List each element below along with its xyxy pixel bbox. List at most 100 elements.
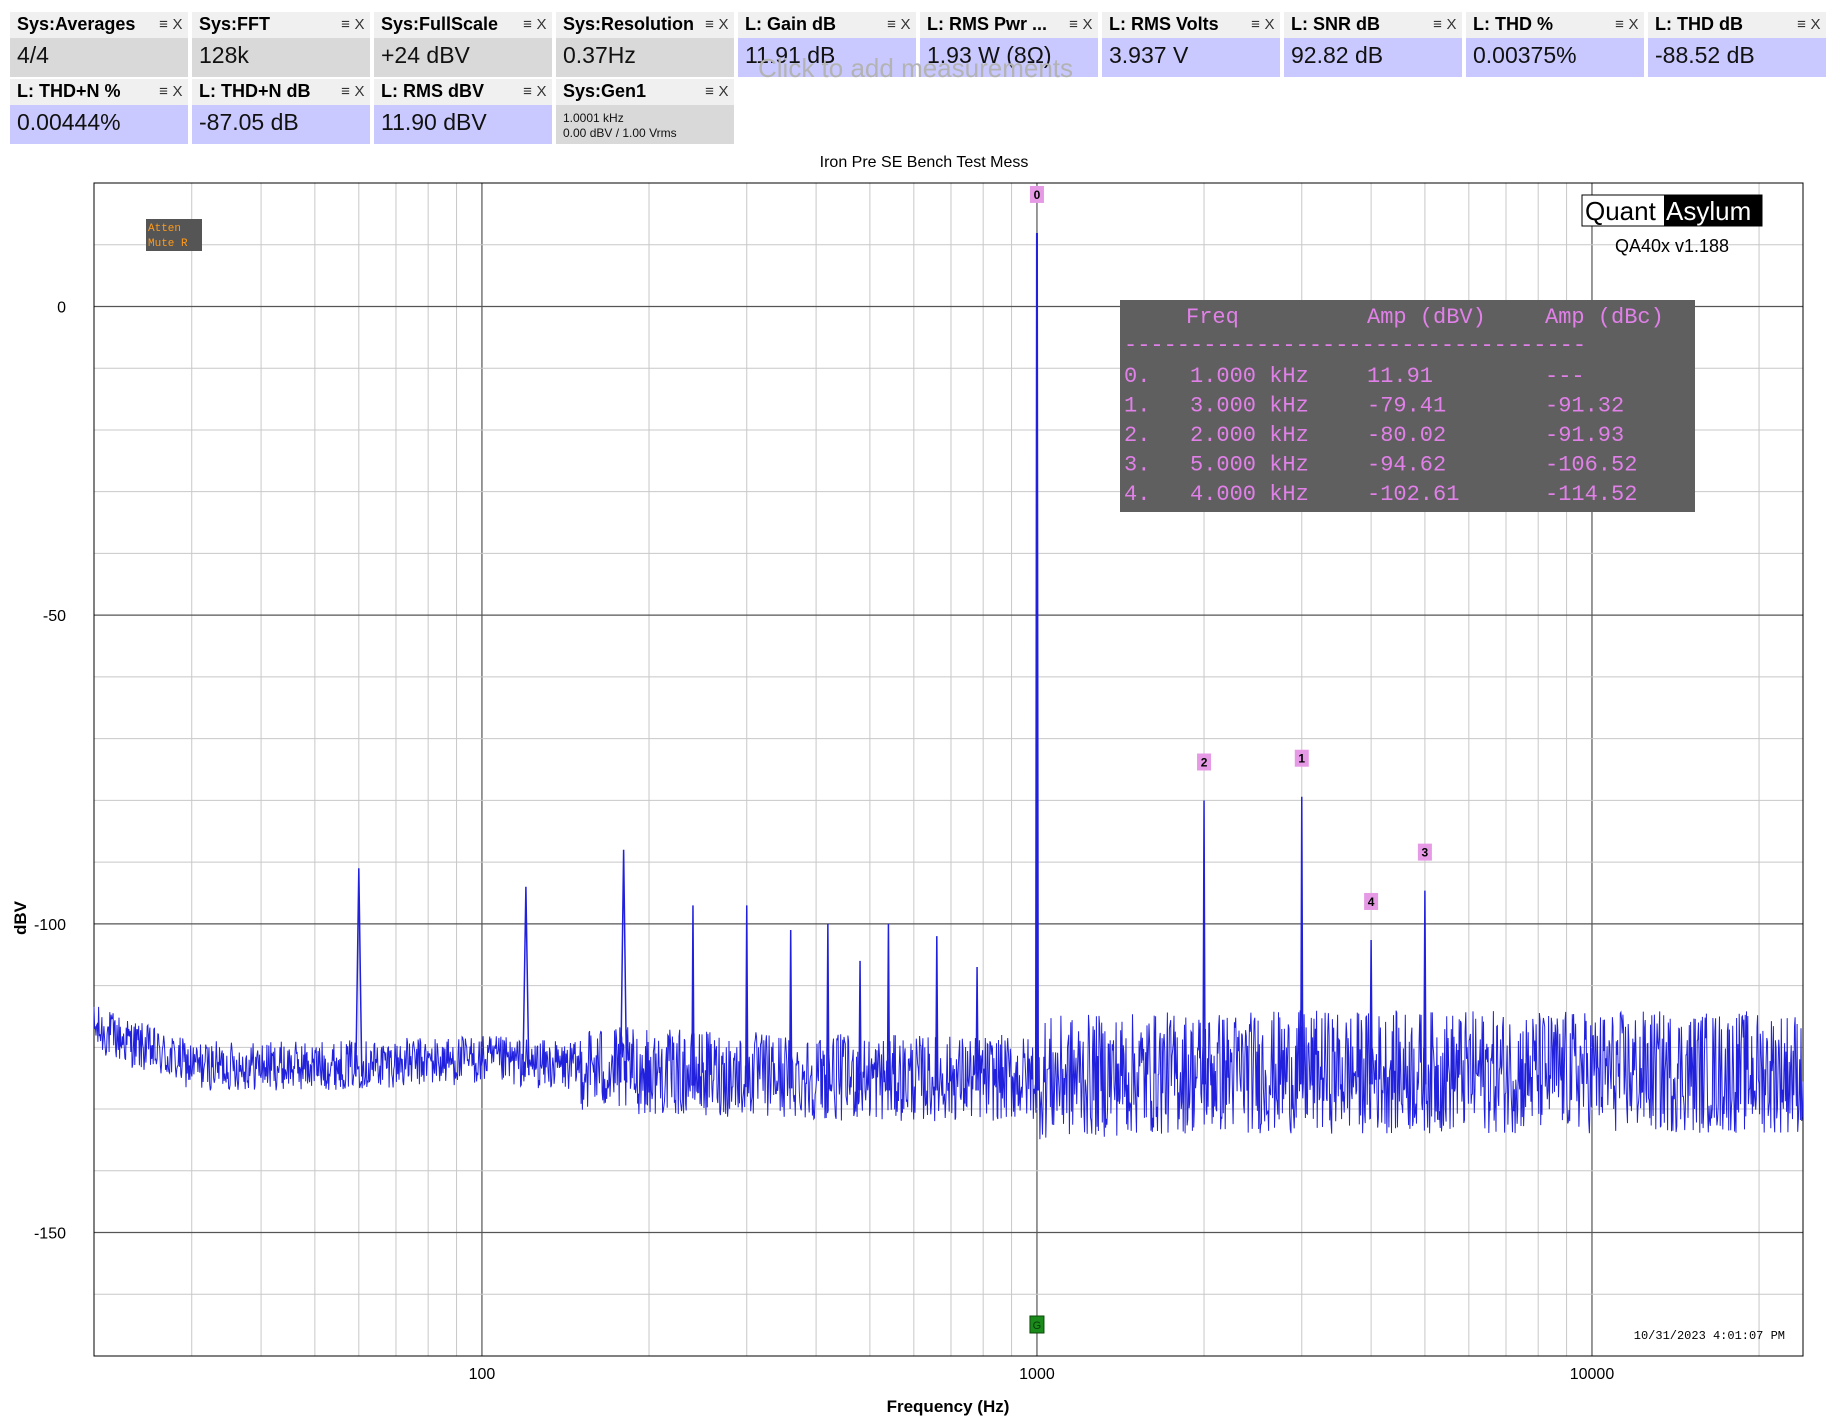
tile-controls: ≡ X <box>1067 16 1095 33</box>
marker-box <box>1294 749 1309 767</box>
menu-icon[interactable]: ≡ <box>159 16 169 33</box>
marker-3[interactable]: 3 <box>1417 843 1432 861</box>
marker-1[interactable]: 1 <box>1294 749 1309 767</box>
marker-table-cell: -94.62 <box>1367 453 1446 478</box>
marker-table-cell: --- <box>1545 364 1585 389</box>
fft-chart[interactable]: Iron Pre SE Bench Test Mess 0 -50 -100 -150… <box>0 150 1837 1421</box>
close-icon[interactable]: X <box>354 16 366 33</box>
marker-0[interactable]: 0 <box>1029 185 1044 203</box>
close-icon[interactable]: X <box>354 83 366 100</box>
tile-l-gain-db[interactable]: L: Gain dB ≡ X 11.91 dB <box>738 12 918 77</box>
tile-label: Sys:Averages ≡ X <box>10 12 188 38</box>
spectral-peak <box>1202 800 1206 1085</box>
generator-marker[interactable]: G <box>1029 1315 1045 1334</box>
y-axis-ticks: 0 -50 -100 -150 <box>34 299 66 1242</box>
close-icon[interactable]: X <box>172 83 184 100</box>
close-icon[interactable]: X <box>536 16 548 33</box>
tile-value: +24 dBV <box>374 38 552 77</box>
tile-label-text: Sys:FFT <box>199 14 271 34</box>
marker-table-header: Amp (dBV) <box>1367 305 1486 330</box>
menu-icon[interactable]: ≡ <box>1615 16 1625 33</box>
spectral-peak <box>935 936 939 1091</box>
close-icon[interactable]: X <box>1446 16 1458 33</box>
atten-label: Atten <box>148 223 181 235</box>
spectral-peak <box>1034 232 1039 1091</box>
tile-controls: ≡ X <box>885 16 913 33</box>
menu-icon[interactable]: ≡ <box>705 16 715 33</box>
marker-table-bg <box>1120 300 1695 512</box>
close-icon[interactable]: X <box>1810 16 1822 33</box>
tile-sys-averages[interactable]: Sys:Averages ≡ X 4/4 <box>10 12 190 77</box>
tile-sys-fft[interactable]: Sys:FFT ≡ X 128k <box>192 12 372 77</box>
marker-table-divider: ----------------------------------- <box>1124 333 1586 358</box>
marker-table-cell: -91.32 <box>1545 394 1624 419</box>
tile-l-snr-db[interactable]: L: SNR dB ≡ X 92.82 dB <box>1284 12 1464 77</box>
tile-l-rms-pwr[interactable]: L: RMS Pwr ... ≡ X 1.93 W (8Ω) <box>920 12 1100 77</box>
tile-controls: ≡ X <box>157 83 185 100</box>
tile-l-thd-n[interactable]: L: THD+N % ≡ X 0.00444% <box>10 79 190 144</box>
marker-table-cell: 0. <box>1124 364 1150 389</box>
menu-icon[interactable]: ≡ <box>523 16 533 33</box>
close-icon[interactable]: X <box>536 83 548 100</box>
menu-icon[interactable]: ≡ <box>1251 16 1261 33</box>
tile-sys-resolution[interactable]: Sys:Resolution ≡ X 0.37Hz <box>556 12 736 77</box>
y-axis-label: dBV <box>11 900 30 935</box>
tile-controls: ≡ X <box>1249 16 1277 33</box>
tile-label-text: Sys:Averages <box>17 14 136 34</box>
menu-icon[interactable]: ≡ <box>341 16 351 33</box>
generator-marker-label: G <box>1033 1320 1042 1332</box>
tile-l-rms-dbv[interactable]: L: RMS dBV ≡ X 11.90 dBV <box>374 79 554 144</box>
menu-icon[interactable]: ≡ <box>705 83 715 100</box>
close-icon[interactable]: X <box>718 83 730 100</box>
marker-table-header: Freq <box>1186 305 1239 330</box>
app-version: QA40x v1.188 <box>1615 236 1729 256</box>
measurement-tiles: Sys:Averages ≡ X 4/4 Sys:FFT ≡ X 128k Sys:FullSc… <box>0 0 1837 150</box>
marker-4[interactable]: 4 <box>1364 892 1379 910</box>
menu-icon[interactable]: ≡ <box>1797 16 1807 33</box>
marker-table-cell: 4.000 kHz <box>1190 482 1309 507</box>
tile-label: Sys:Gen1 ≡ X <box>556 79 734 105</box>
tile-l-thd-db[interactable]: L: THD dB ≡ X -88.52 dB <box>1648 12 1828 77</box>
menu-icon[interactable]: ≡ <box>523 83 533 100</box>
tile-l-rms-volts[interactable]: L: RMS Volts ≡ X 3.937 V <box>1102 12 1282 77</box>
peak-markers[interactable]: 0 1 2 3 4 G <box>1029 185 1432 1334</box>
tile-label: L: SNR dB ≡ X <box>1284 12 1462 38</box>
close-icon[interactable]: X <box>1082 16 1094 33</box>
tile-l-thd[interactable]: L: THD % ≡ X 0.00375% <box>1466 12 1646 77</box>
tile-sys-gen1[interactable]: Sys:Gen1 ≡ X 1.0001 kHz 0.00 dBV / 1.00 Vrms <box>556 79 736 144</box>
tile-controls: ≡ X <box>339 16 367 33</box>
marker-table-cell: 3. <box>1124 453 1150 478</box>
tile-l-thd-n-db[interactable]: L: THD+N dB ≡ X -87.05 dB <box>192 79 372 144</box>
menu-icon[interactable]: ≡ <box>159 83 169 100</box>
tile-value: 0.00444% <box>10 105 188 144</box>
tile-label-text: Sys:Resolution <box>563 14 695 34</box>
tile-controls: ≡ X <box>1431 16 1459 33</box>
menu-icon[interactable]: ≡ <box>1433 16 1443 33</box>
tile-label: L: RMS Volts ≡ X <box>1102 12 1280 38</box>
close-icon[interactable]: X <box>1264 16 1276 33</box>
close-icon[interactable]: X <box>1628 16 1640 33</box>
tile-label: L: Gain dB ≡ X <box>738 12 916 38</box>
tile-label-text: L: THD+N dB <box>199 81 311 101</box>
quantasylum-logo: Quant Asylum QA40x v1.188 <box>1581 194 1763 256</box>
tile-label: Sys:FullScale ≡ X <box>374 12 552 38</box>
menu-icon[interactable]: ≡ <box>887 16 897 33</box>
logo-quant: Quant <box>1585 196 1657 226</box>
marker-table-cell: -80.02 <box>1367 423 1446 448</box>
mute-label: Mute R <box>148 238 188 250</box>
close-icon[interactable]: X <box>900 16 912 33</box>
chart-title: Iron Pre SE Bench Test Mess <box>820 154 1029 171</box>
tile-controls: ≡ X <box>1795 16 1823 33</box>
marker-2[interactable]: 2 <box>1197 753 1212 771</box>
menu-icon[interactable]: ≡ <box>341 83 351 100</box>
tile-sys-fullscale[interactable]: Sys:FullScale ≡ X +24 dBV <box>374 12 554 77</box>
tile-label: L: THD+N % ≡ X <box>10 79 188 105</box>
tile-controls: ≡ X <box>1613 16 1641 33</box>
gen-frequency: 1.0001 kHz <box>563 111 624 125</box>
close-icon[interactable]: X <box>718 16 730 33</box>
tile-value: 128k <box>192 38 370 77</box>
close-icon[interactable]: X <box>172 16 184 33</box>
add-measurements-hint[interactable]: Click to add measurements <box>758 58 1074 78</box>
menu-icon[interactable]: ≡ <box>1069 16 1079 33</box>
tile-label-text: L: THD dB <box>1655 14 1743 34</box>
